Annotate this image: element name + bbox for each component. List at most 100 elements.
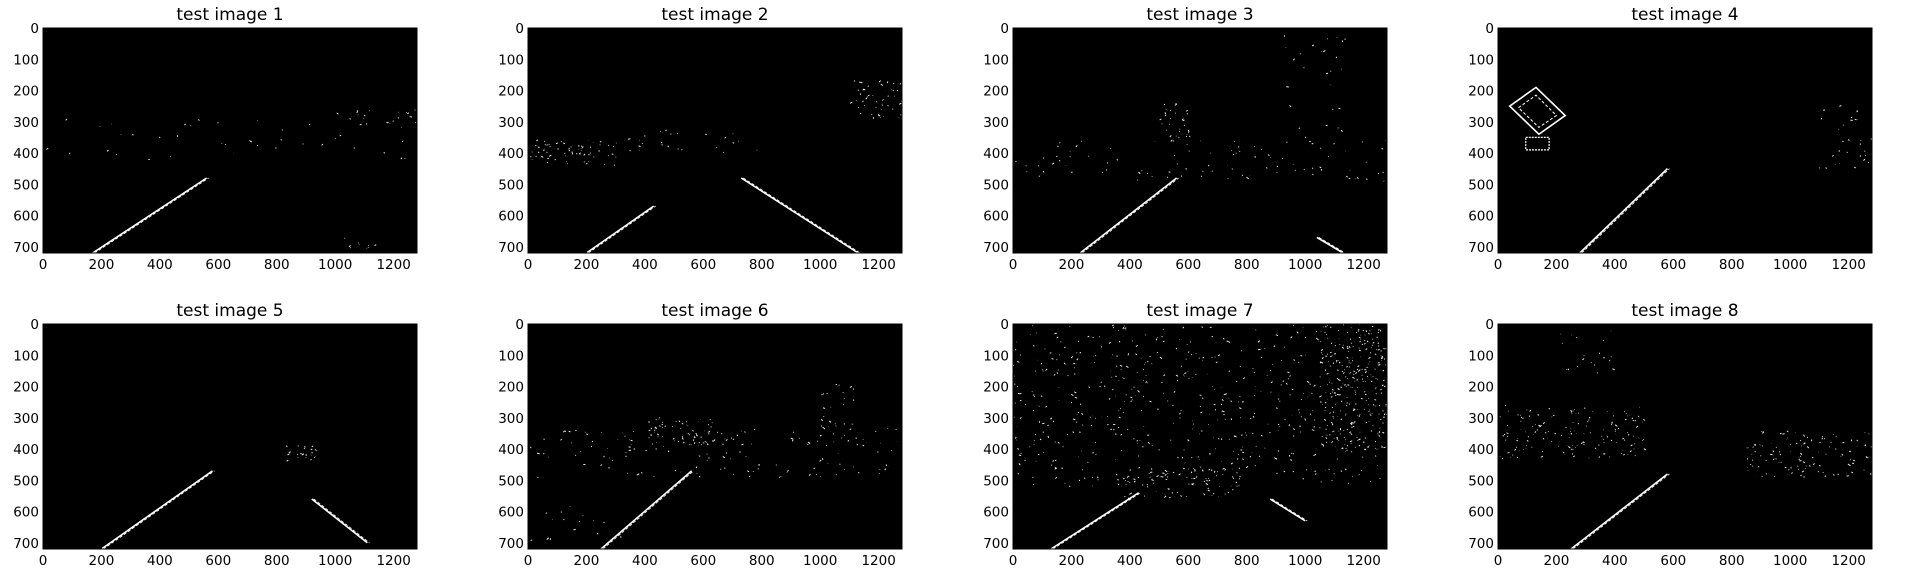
edge-speck	[1063, 362, 1066, 365]
edge-speck	[1175, 374, 1179, 377]
edge-speck	[1223, 393, 1226, 396]
x-tick-label: 600	[690, 257, 716, 273]
y-tick-label: 500	[983, 177, 1009, 193]
edge-speck	[661, 141, 663, 144]
y-tick-label: 200	[1468, 84, 1494, 100]
edge-speck	[1319, 395, 1322, 398]
x-tick-label: 1200	[1346, 553, 1380, 569]
edge-speck	[886, 81, 889, 84]
edge-speck	[1243, 377, 1246, 380]
lane-edge	[100, 470, 213, 550]
edge-speck	[1377, 345, 1380, 347]
y-tick-label: 600	[983, 505, 1009, 521]
edge-speck	[1573, 455, 1576, 458]
edge-speck	[1606, 436, 1609, 438]
edge-speck	[1810, 439, 1813, 442]
panel-8: test image 8 0 200 400 600 800 1000 1200 0 100 200…	[1468, 301, 1874, 569]
edge-speck	[1283, 470, 1286, 473]
edge-speck	[1116, 355, 1118, 357]
edge-speck	[1200, 411, 1203, 414]
x-tick-label: 1000	[1773, 257, 1807, 273]
edge-speck	[859, 93, 862, 95]
edge-speck	[1563, 451, 1565, 454]
edge-speck	[1250, 417, 1252, 420]
edge-speck	[537, 452, 540, 455]
edge-speck	[1358, 415, 1361, 418]
x-tick-label: 400	[147, 257, 173, 273]
edge-speck	[852, 399, 855, 401]
image-area	[1013, 28, 1387, 253]
panel-title: test image 6	[661, 301, 768, 321]
edge-speck	[1367, 445, 1369, 448]
x-tick-label: 800	[264, 257, 290, 273]
edge-speck	[600, 464, 603, 466]
edge-speck	[1319, 361, 1322, 364]
x-tick-label: 400	[632, 257, 658, 273]
edge-speck	[1201, 469, 1204, 472]
lane-edge	[585, 205, 655, 254]
edge-speck	[1156, 351, 1159, 354]
edge-speck	[1565, 426, 1567, 429]
edge-speck	[1079, 403, 1082, 406]
edge-speck	[1177, 456, 1179, 459]
edge-speck	[1348, 403, 1350, 405]
edge-speck	[543, 149, 545, 152]
edge-speck	[1796, 442, 1798, 445]
edge-speck	[1276, 407, 1278, 410]
edge-speck	[887, 95, 889, 97]
edge-speck	[1554, 432, 1557, 435]
edge-speck	[546, 144, 548, 146]
edge-speck	[1568, 446, 1571, 449]
edge-speck	[1279, 400, 1281, 402]
x-tick-label: 800	[1234, 257, 1260, 273]
axes-frame	[1497, 323, 1873, 550]
edge-speck	[864, 88, 866, 91]
edge-speck	[1355, 403, 1357, 405]
edge-speck	[1852, 462, 1855, 465]
edge-speck	[852, 388, 855, 390]
edge-speck	[1042, 170, 1045, 173]
edge-speck	[573, 528, 576, 531]
edge-speck	[1383, 413, 1386, 416]
edge-speck	[1045, 368, 1048, 371]
edge-speck	[1182, 119, 1185, 122]
edge-speck	[1082, 424, 1084, 426]
edge-speck	[1238, 467, 1241, 469]
edge-speck	[1144, 334, 1147, 336]
edge-speck	[1296, 331, 1299, 334]
panel-4: test image 4 0 200 400 600 800 1000 1200 0 100 200…	[1468, 5, 1873, 273]
edge-speck	[724, 467, 726, 469]
edge-speck	[1314, 470, 1316, 473]
edge-speck	[1211, 170, 1213, 172]
edge-speck	[1528, 415, 1531, 417]
edge-speck	[1377, 173, 1380, 175]
x-tick-label: 200	[1544, 257, 1570, 273]
x-tick-label: 200	[1059, 553, 1085, 569]
y-tick-label: 400	[13, 146, 39, 162]
y-tick-label: 700	[13, 240, 39, 256]
x-tick-label: 400	[632, 553, 658, 569]
y-tick-label: 200	[13, 84, 39, 100]
edge-speck	[1320, 481, 1322, 483]
edge-speck	[1137, 476, 1140, 479]
edge-speck	[1050, 417, 1053, 420]
x-tick-label: 1000	[318, 553, 352, 569]
edge-speck	[1382, 379, 1385, 382]
edge-speck	[1116, 159, 1119, 161]
edge-speck	[1634, 420, 1637, 422]
edge-speck	[1374, 353, 1377, 355]
edge-speck	[757, 468, 759, 470]
edge-speck	[849, 101, 853, 104]
edge-speck	[1356, 379, 1359, 381]
edge-speck	[560, 438, 563, 441]
x-tick-label: 200	[574, 553, 600, 569]
edge-speck	[1169, 135, 1172, 138]
edge-speck	[1772, 450, 1775, 453]
y-tick-label: 600	[498, 505, 524, 521]
edge-speck	[1236, 380, 1238, 382]
edge-speck	[790, 437, 794, 440]
y-tick-label: 500	[13, 177, 39, 193]
edge-speck	[754, 428, 756, 430]
edge-speck	[1164, 474, 1167, 476]
